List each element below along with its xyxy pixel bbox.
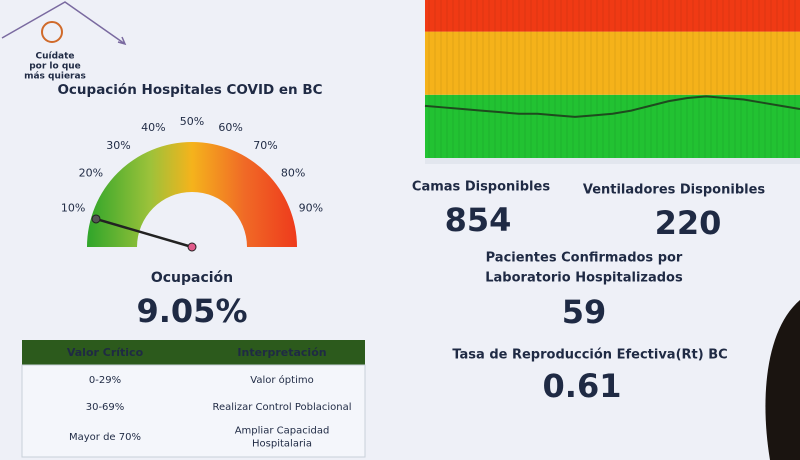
gauge-tick-label: 90% — [299, 201, 323, 214]
needle-hub — [187, 242, 197, 252]
table-cell: 30-69% — [86, 402, 125, 413]
gauge-tick-label: 10% — [61, 201, 85, 214]
gauge-tick-label: 80% — [281, 167, 305, 180]
logo-text: Cuídate — [35, 52, 74, 62]
table-header: Interpretación — [237, 346, 326, 359]
table-cell: 0-29% — [89, 375, 121, 386]
gauge-needle — [95, 217, 193, 249]
gauge-tick-label: 60% — [218, 121, 242, 134]
table-body — [21, 364, 366, 458]
logo-text: más quieras — [24, 72, 86, 82]
gauge-value: 9.05% — [136, 292, 247, 330]
table-cell: Mayor de 70% — [69, 432, 141, 443]
stat-value: 59 — [562, 293, 607, 331]
gauge-tick-label: 40% — [141, 121, 165, 134]
stat-title: Pacientes Confirmados por — [486, 251, 683, 266]
needle-tip — [91, 214, 101, 224]
presenter — [765, 300, 800, 460]
table-cell: Ampliar Capacidad — [235, 426, 330, 437]
stat-title: Ventiladores Disponibles — [583, 183, 766, 198]
gauge-tick-label: 50% — [180, 115, 204, 128]
gauge-tick-label: 20% — [79, 167, 103, 180]
stat-value: 220 — [655, 204, 722, 242]
band — [425, 0, 800, 32]
band — [425, 31, 800, 95]
stat-title: Tasa de Reproducción Efectiva(Rt) BC — [452, 348, 727, 363]
gauge-title: Ocupación Hospitales COVID en BC — [57, 82, 322, 98]
gauge-label: Ocupación — [151, 270, 233, 286]
table-cell: Hospitalaria — [252, 439, 312, 450]
stat-title: Camas Disponibles — [412, 180, 550, 195]
gauge-arc — [87, 142, 297, 247]
table-header: Valor Crítico — [67, 346, 144, 359]
band — [425, 94, 800, 158]
logo-roof — [1, 1, 127, 46]
gauge-tick-label: 30% — [106, 139, 130, 152]
table-cell: Valor óptimo — [250, 374, 313, 386]
chart-footer — [425, 158, 800, 164]
table-cell: Realizar Control Poblacional — [212, 402, 351, 413]
stat-value: 0.61 — [543, 367, 622, 405]
table-header-bg — [22, 340, 365, 365]
stat-title: Laboratorio Hospitalizados — [485, 271, 683, 286]
trend-line — [424, 95, 800, 118]
stat-value: 854 — [445, 201, 512, 239]
logo-text: por lo que — [29, 62, 81, 72]
logo-icon — [41, 21, 63, 43]
gauge-tick-label: 70% — [253, 139, 277, 152]
